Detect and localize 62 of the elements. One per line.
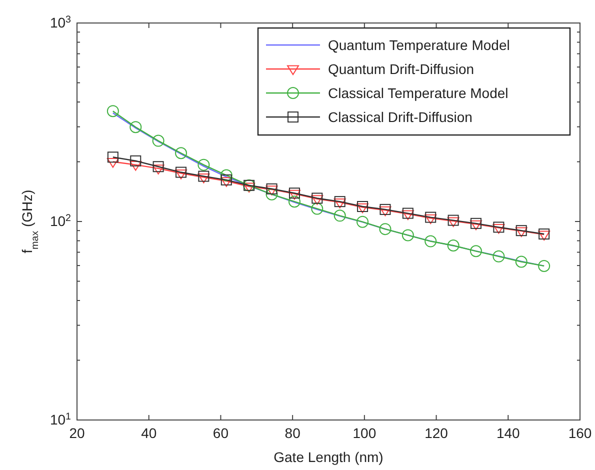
point [402, 210, 414, 220]
legend-label: Classical Temperature Model [328, 84, 508, 101]
point [130, 161, 142, 171]
x-tick-label: 40 [141, 424, 157, 441]
x-tick-label: 140 [496, 424, 520, 441]
point [424, 235, 437, 248]
point [220, 174, 232, 186]
point [424, 214, 437, 224]
point [312, 192, 323, 204]
point [538, 260, 550, 272]
point [176, 166, 187, 178]
point [198, 173, 210, 184]
point [198, 158, 210, 171]
x-tick-label: 120 [424, 424, 448, 441]
point [470, 220, 482, 230]
y-tick-label: 10$^{3}$ [50, 14, 72, 30]
point [175, 169, 188, 180]
point [266, 188, 278, 200]
point [380, 204, 391, 215]
point [470, 245, 482, 258]
point [470, 218, 482, 229]
point [334, 210, 346, 222]
point [356, 216, 369, 228]
point [379, 206, 392, 216]
point [220, 169, 232, 182]
x-tick-label: 80 [284, 424, 301, 441]
point [152, 164, 164, 174]
point [448, 214, 459, 226]
point [152, 161, 164, 172]
point [425, 212, 436, 223]
point [107, 152, 118, 163]
point [220, 177, 232, 187]
point [130, 121, 142, 134]
point [402, 229, 414, 242]
point [447, 217, 460, 228]
x-axis-title: Gate Length (nm) [274, 449, 384, 465]
point [198, 170, 210, 182]
x-tick-label: 160 [568, 424, 592, 441]
point [266, 186, 278, 196]
point [515, 256, 528, 268]
point [402, 208, 414, 219]
point [152, 134, 164, 147]
x-tick-label: 20 [69, 424, 85, 441]
y-tick-label: 10$^{1}$ [50, 410, 71, 428]
point [243, 182, 256, 193]
point [311, 202, 324, 215]
point [130, 155, 142, 166]
point [288, 196, 300, 208]
point [311, 195, 324, 205]
point [447, 240, 460, 252]
legend-label: Quantum Drift-Diffusion [328, 60, 474, 77]
point [106, 105, 119, 118]
point [492, 250, 505, 262]
x-tick-label: 100 [352, 424, 376, 441]
legend-label: Quantum Temperature Model [328, 36, 510, 53]
point [106, 158, 119, 168]
legend-label: Classical Drift-Diffusion [328, 108, 472, 125]
y-tick-label: 10$^{2}$ [50, 212, 71, 229]
point [379, 223, 392, 236]
point [175, 147, 188, 160]
x-tick-label: 60 [212, 424, 229, 441]
point [266, 183, 278, 194]
